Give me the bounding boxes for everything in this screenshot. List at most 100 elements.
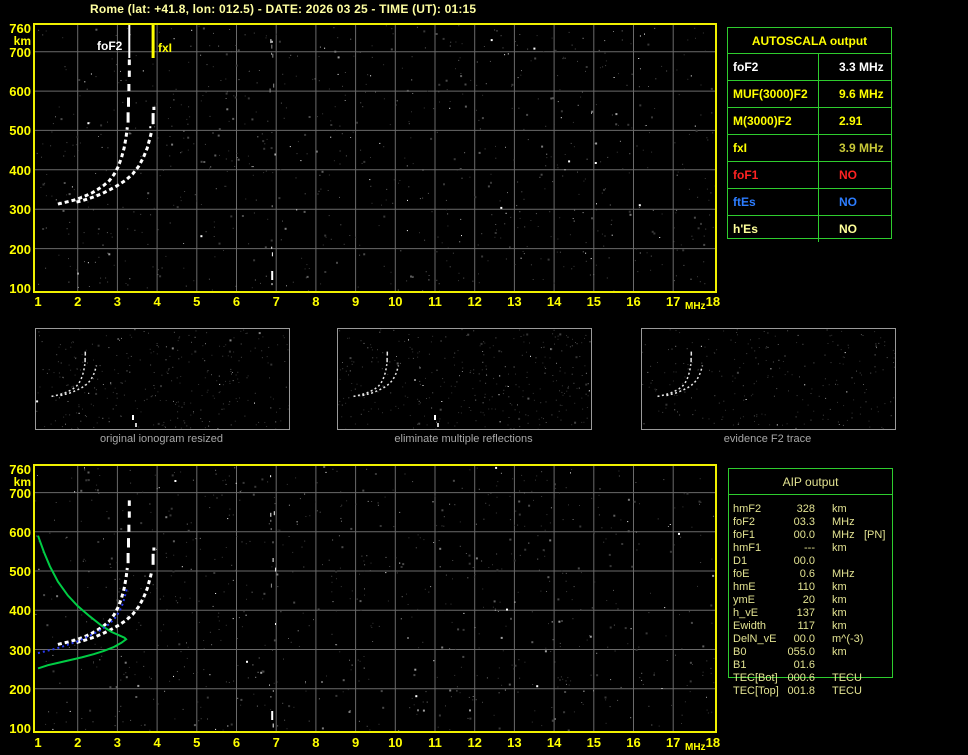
x-tick-label: 6 [232, 735, 241, 750]
parameter-label: foF2 [733, 516, 756, 528]
x-tick-label: 14 [546, 735, 562, 750]
parameter-unit: MHz [832, 529, 855, 541]
thumbnail-canvas [36, 329, 290, 430]
x-tick-label: 16 [626, 294, 641, 309]
aip-row: foE 0.6 MHz [729, 568, 892, 581]
thumbnail-eliminate-reflections [337, 328, 592, 431]
parameter-value: 01.6 [793, 659, 815, 671]
parameter-value: --- [804, 542, 815, 554]
parameter-value: NO [839, 168, 857, 182]
y-axis-unit-label: km [13, 34, 31, 48]
x-tick-label: 18 [705, 735, 721, 750]
parameter-label: M(3000)F2 [728, 108, 819, 134]
parameter-value: NO [839, 222, 857, 236]
x-tick-label: 1 [34, 294, 42, 309]
profile-ionogram-plot [33, 464, 717, 733]
aip-row: TEC[Top] 001.8 TECU [729, 685, 892, 698]
thumbnail-caption: evidence F2 trace [723, 433, 812, 445]
parameter-label: DelN_vE [733, 633, 777, 645]
parameter-label: ymE [733, 594, 755, 606]
aip-row: h_vE 137 km [729, 607, 892, 620]
x-tick-label: 11 [428, 735, 442, 750]
x-tick-label: 17 [665, 735, 681, 750]
y-tick-label: 300 [9, 642, 31, 658]
thumbnail-evidence-f2-trace [641, 328, 896, 430]
y-tick-label: 100 [9, 281, 31, 296]
y-tick-label: 700 [9, 44, 31, 60]
x-tick-label: 8 [312, 735, 320, 750]
parameter-label: TEC[Bot] [733, 672, 778, 684]
parameter-label: foF2 [728, 54, 819, 80]
main-ionogram-plot: foF2 fxI [33, 23, 717, 293]
parameter-label: h_vE [733, 607, 759, 619]
parameter-flag: [PN] [864, 529, 886, 541]
parameter-value: 00.0 [793, 529, 815, 541]
parameter-unit: TECU [832, 672, 862, 684]
x-tick-label: 2 [74, 294, 82, 309]
parameter-value: 0.6 [799, 568, 815, 580]
x-tick-label: 2 [74, 735, 82, 750]
y-tick-label: 100 [9, 721, 31, 736]
page-title: Rome (lat: +41.8, lon: 012.5) - DATE: 20… [90, 2, 477, 16]
x-tick-label: 18 [705, 294, 721, 309]
parameter-value: 3.3 MHz [839, 60, 884, 74]
x-tick-label: 10 [388, 294, 403, 309]
parameter-value: 20 [802, 594, 815, 606]
x-tick-label: 17 [665, 294, 681, 309]
x-tick-label: 14 [546, 294, 562, 309]
y-tick-label: 500 [9, 123, 31, 139]
parameter-unit: km [832, 594, 847, 606]
parameter-value: 03.3 [793, 516, 815, 528]
parameter-label: TEC[Top] [733, 685, 779, 697]
x-tick-label: 5 [193, 735, 201, 750]
autoscala-row: M(3000)F2 2.91 [728, 108, 891, 135]
thumbnail-caption: eliminate multiple reflections [394, 433, 533, 445]
parameter-unit: TECU [832, 685, 862, 697]
aip-row: B1 01.6 [729, 659, 892, 672]
parameter-unit: km [832, 581, 847, 593]
x-tick-label: 4 [153, 735, 161, 750]
thumbnail-caption: original ionogram resized [100, 433, 223, 445]
aip-table-title: AIP output [729, 469, 892, 495]
parameter-label: Ewidth [733, 620, 767, 632]
y-tick-label: 760 [9, 21, 31, 37]
fxI-marker-label: fxI [158, 41, 173, 55]
autoscala-row: h'Es NO [728, 216, 891, 242]
aip-row: hmF2 328 km [729, 503, 892, 516]
aip-row: hmF1 --- km [729, 542, 892, 555]
parameter-label: foF1 [733, 529, 756, 541]
aip-row: B0 055.0 km [729, 646, 892, 659]
parameter-label: h'Es [728, 216, 819, 242]
parameter-value: 9.6 MHz [839, 87, 884, 101]
parameter-value: 328 [796, 503, 815, 515]
x-tick-label: 1 [34, 735, 42, 750]
x-axis-unit-label: MHz [685, 742, 706, 753]
y-tick-label: 700 [9, 485, 31, 501]
parameter-label: fxI [728, 135, 819, 161]
aip-row: Ewidth 117 km [729, 620, 892, 633]
x-tick-label: 10 [388, 735, 403, 750]
aip-row: DelN_vE 00.0 m^(-3) [729, 633, 892, 646]
autoscala-row: MUF(3000)F2 9.6 MHz [728, 81, 891, 108]
parameter-value: 000.6 [787, 672, 815, 684]
parameter-label: foF1 [728, 162, 819, 188]
foF2-marker-label: foF2 [97, 39, 123, 53]
aip-row: foF1 00.0 MHz [PN] [729, 529, 892, 542]
aip-row: ymE 20 km [729, 594, 892, 607]
aip-row: TEC[Bot] 000.6 TECU [729, 672, 892, 685]
parameter-label: hmF2 [733, 503, 762, 515]
x-tick-label: 15 [586, 294, 602, 309]
parameter-unit: m^(-3) [832, 633, 864, 645]
y-tick-label: 300 [9, 202, 31, 218]
x-tick-label: 12 [467, 294, 482, 309]
aip-row: D1 00.0 [729, 555, 892, 568]
parameter-label: MUF(3000)F2 [728, 81, 819, 107]
x-tick-label: 3 [113, 735, 121, 750]
x-tick-label: 7 [272, 735, 280, 750]
parameter-label: ftEs [728, 189, 819, 215]
y-tick-label: 200 [9, 681, 31, 697]
parameter-unit: km [832, 503, 847, 515]
x-tick-label: 8 [312, 294, 320, 309]
x-tick-label: 4 [153, 294, 161, 309]
thumbnail-canvas [642, 329, 896, 430]
